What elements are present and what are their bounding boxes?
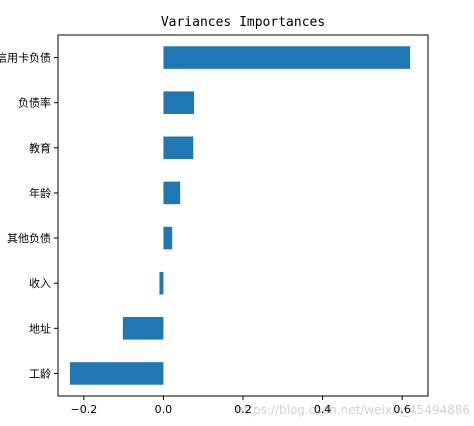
bar-1 bbox=[122, 317, 164, 340]
y-tick-label: 信用卡负债 bbox=[0, 51, 51, 65]
y-tick-label: 负债率 bbox=[18, 96, 51, 110]
y-tick-label: 工龄 bbox=[29, 366, 51, 380]
bar-6 bbox=[163, 91, 195, 114]
bar-0 bbox=[69, 362, 164, 385]
y-tick-label: 教育 bbox=[29, 141, 51, 155]
x-tick-label: 0.2 bbox=[234, 403, 252, 416]
y-tick-label: 收入 bbox=[29, 276, 51, 290]
y-tick-label: 其他负债 bbox=[7, 231, 51, 245]
watermark-text: https://blog.csdn.net/weixin_45494886 bbox=[236, 403, 470, 417]
x-tick-label: −0.2 bbox=[71, 403, 98, 416]
x-tick-label: 0.0 bbox=[155, 403, 173, 416]
y-tick-label: 地址 bbox=[29, 321, 51, 335]
bar-5 bbox=[163, 136, 194, 160]
plot-frame bbox=[57, 34, 429, 397]
x-tick-label: 0.6 bbox=[393, 403, 411, 416]
bar-7 bbox=[163, 46, 411, 69]
bar-3 bbox=[163, 226, 173, 250]
bar-4 bbox=[163, 181, 181, 205]
chart-title: Variances Importances bbox=[161, 15, 325, 30]
x-tick-label: 0.4 bbox=[314, 403, 332, 416]
x-axis: −0.2 0.0 0.2 0.4 0.6 bbox=[71, 396, 411, 416]
y-axis: 工龄 地址 收入 其他负债 年龄 教育 负债率 信用卡负债 bbox=[0, 51, 58, 380]
bar-2 bbox=[159, 271, 164, 295]
y-tick-label: 年龄 bbox=[29, 186, 51, 200]
bars-group bbox=[69, 46, 411, 385]
